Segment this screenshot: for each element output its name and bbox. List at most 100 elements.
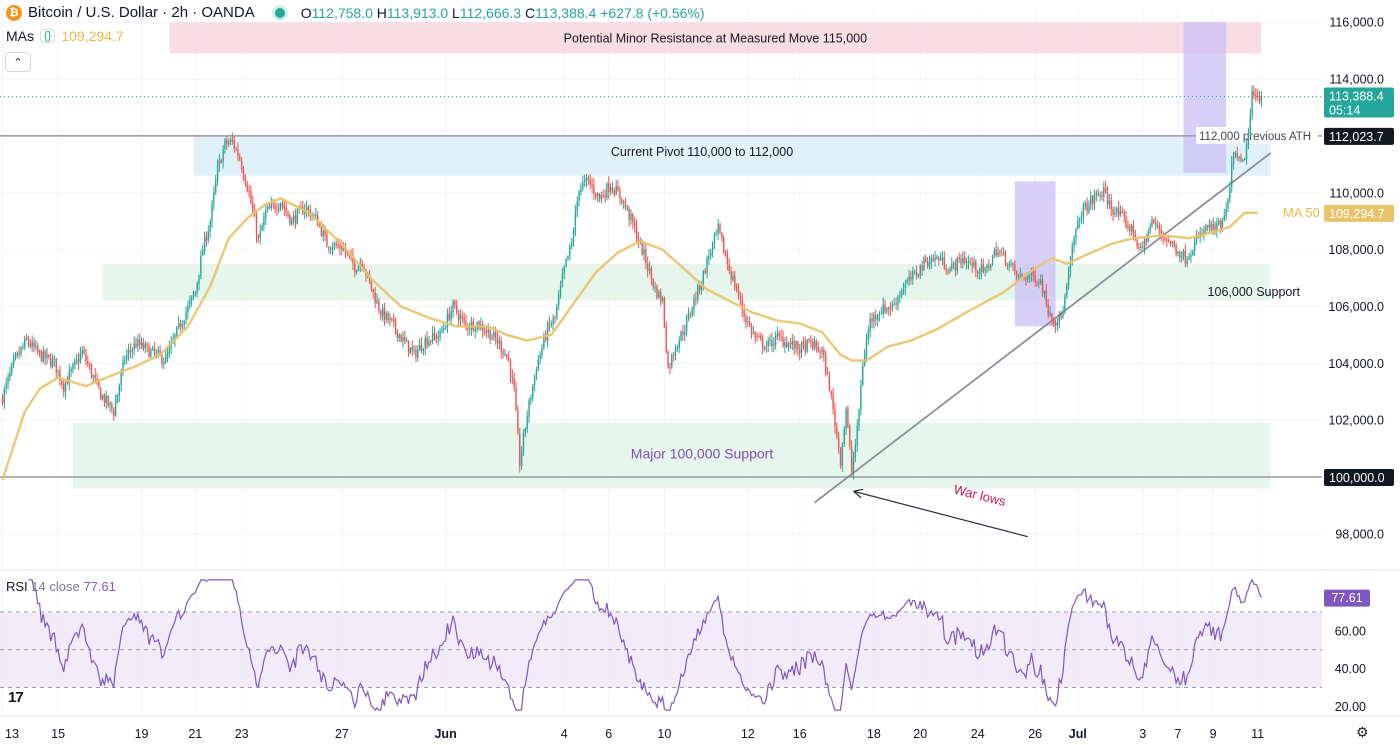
candle-body [506, 354, 508, 358]
time-tick-label: 19 [135, 727, 149, 741]
candle-body [684, 331, 686, 335]
candle-body [1138, 246, 1140, 249]
candle-body [250, 190, 252, 203]
candle-body [114, 401, 117, 416]
gear-icon[interactable]: ⚙ [1356, 724, 1369, 740]
candle-body [1086, 203, 1088, 212]
candle-body [1119, 211, 1122, 216]
candle-body [207, 231, 209, 241]
rsi-legend[interactable]: RSI 14 close 77.61 [6, 579, 116, 594]
candle-body [952, 263, 955, 265]
candle-body [320, 225, 323, 236]
candle-body [917, 275, 920, 277]
candle-body [1232, 155, 1235, 164]
ma-legend[interactable]: MAs {} 109,294.7 [6, 28, 124, 44]
candle-body [322, 230, 324, 237]
price-tick-label: 108,000.0 [1328, 243, 1384, 257]
pivot-zone-label: Current Pivot 110,000 to 112,000 [611, 145, 793, 159]
candle-body [1114, 212, 1116, 215]
candle-body [378, 301, 380, 311]
candle-body [1136, 239, 1138, 247]
candle-body [1190, 255, 1192, 258]
candle-body [1154, 222, 1157, 226]
candle-body [715, 232, 717, 234]
ma-price-tag-bg [1324, 204, 1394, 222]
candle-body [259, 230, 261, 239]
candle-body [339, 244, 341, 249]
price-tick-label: 102,000.0 [1328, 414, 1384, 428]
candle-body [424, 338, 426, 349]
current-price-tag-text: 113,388.4 [1329, 89, 1384, 103]
grid-lines [0, 8, 1322, 712]
candle-body [815, 340, 818, 348]
candle-body [357, 265, 360, 271]
tradingview-logo-icon[interactable]: 17 [8, 689, 24, 706]
candle-body [671, 354, 673, 368]
collapse-legend-button[interactable]: ⌃ [5, 52, 31, 72]
ma50-line [1, 197, 1258, 481]
candle-body [1243, 159, 1246, 161]
candle-body [1078, 218, 1081, 222]
candle-body [852, 457, 855, 473]
candle-body [1256, 95, 1259, 97]
candle-body [337, 244, 339, 246]
candle-body [404, 336, 406, 341]
candle-body [422, 348, 425, 352]
candle-body [849, 426, 851, 447]
candle-body [741, 299, 743, 311]
candle-body [734, 275, 736, 288]
candle-body [407, 341, 410, 353]
symbol-title[interactable]: Bitcoin / U.S. Dollar · 2h · OANDA [28, 4, 255, 21]
support-106-zone-label: 106,000 Support [1208, 285, 1301, 299]
candle-body [596, 193, 599, 196]
candle-body [444, 327, 447, 329]
candle-body [255, 216, 258, 237]
candle-body [489, 329, 491, 340]
candle-body [632, 213, 634, 223]
price-axis: 116,000.0 114,000.0 110,000.0 108,000.0 106,… [1328, 16, 1384, 542]
candle-body [77, 359, 80, 363]
candle-body [1173, 241, 1175, 246]
candle-body [166, 353, 169, 357]
candle-body [387, 312, 389, 321]
candle-body [59, 369, 61, 381]
candle-body [954, 263, 957, 271]
candle-body [493, 332, 495, 337]
candle-body [1065, 285, 1068, 297]
candle-body [370, 281, 373, 290]
candle-body [1056, 323, 1059, 326]
candle-body [124, 359, 126, 362]
candle-body [1153, 219, 1155, 223]
candle-body [1071, 245, 1073, 262]
candle-body [502, 351, 504, 355]
candle-body [645, 249, 647, 264]
candle-body [628, 208, 630, 220]
candle-body [335, 243, 337, 246]
candle-body [595, 193, 597, 197]
candle-body [676, 347, 679, 350]
candle-body [545, 336, 547, 341]
candle-body [55, 358, 57, 373]
candle-body [969, 261, 971, 263]
candle-body [164, 356, 167, 363]
candle-body [1, 396, 4, 404]
candle-body [841, 444, 844, 466]
candle-body [845, 409, 847, 429]
candle-body [630, 214, 632, 221]
ma-source-icon[interactable]: {} [40, 29, 56, 43]
candle-body [1177, 251, 1179, 254]
candle-body [960, 258, 962, 264]
candle-body [659, 291, 662, 302]
candle-body [862, 365, 864, 385]
candle-body [385, 312, 387, 321]
rsi-params: 14 close [31, 579, 80, 594]
candle-body [389, 318, 391, 321]
candle-body [958, 257, 960, 260]
candle-body [1251, 90, 1253, 116]
candle-body [934, 257, 936, 261]
candle-body [485, 331, 488, 333]
candle-body [294, 215, 297, 223]
ath-price-tag-bg [1324, 127, 1394, 145]
candle-body [450, 311, 452, 320]
